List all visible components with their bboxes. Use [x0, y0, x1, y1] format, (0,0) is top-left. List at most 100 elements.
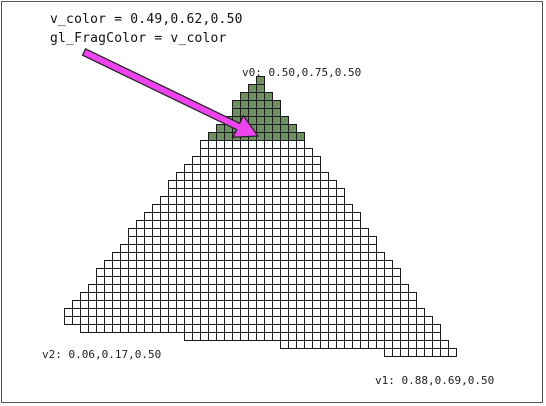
fragment-cell: [288, 148, 297, 157]
fragment-cell: [272, 188, 281, 197]
fragment-cell: [232, 196, 241, 205]
shaded-fragment: [216, 132, 225, 141]
fragment-cell: [320, 204, 329, 213]
fragment-cell: [176, 284, 185, 293]
fragment-cell: [120, 300, 129, 309]
fragment-cell: [160, 220, 169, 229]
fragment-cell: [256, 284, 265, 293]
fragment-cell: [296, 156, 305, 165]
fragment-cell: [216, 268, 225, 277]
fragment-cell: [344, 276, 353, 285]
shaded-fragment: [256, 100, 265, 109]
fragment-cell: [336, 244, 345, 253]
fragment-cell: [328, 276, 337, 285]
fragment-cell: [240, 252, 249, 261]
fragment-cell: [96, 276, 105, 285]
fragment-cell: [128, 244, 137, 253]
fragment-cell: [288, 220, 297, 229]
fragment-cell: [256, 180, 265, 189]
shaded-fragment: [224, 132, 233, 141]
fragment-cell: [296, 252, 305, 261]
fragment-cell: [320, 188, 329, 197]
fragment-cell: [416, 348, 425, 357]
fragment-cell: [192, 268, 201, 277]
fragment-cell: [192, 228, 201, 237]
fragment-cell: [320, 268, 329, 277]
fragment-cell: [264, 268, 273, 277]
fragment-cell: [104, 316, 113, 325]
fragment-cell: [112, 284, 121, 293]
fragment-cell: [328, 196, 337, 205]
shaded-fragment: [240, 108, 249, 117]
fragment-cell: [104, 260, 113, 269]
fragment-cell: [280, 220, 289, 229]
fragment-cell: [168, 228, 177, 237]
fragment-cell: [176, 236, 185, 245]
fragment-cell: [288, 228, 297, 237]
fragment-cell: [168, 316, 177, 325]
fragment-cell: [112, 260, 121, 269]
fragment-cell: [312, 196, 321, 205]
fragment-cell: [144, 228, 153, 237]
fragment-cell: [224, 324, 233, 333]
fragment-cell: [304, 244, 313, 253]
fragment-cell: [256, 316, 265, 325]
fragment-cell: [88, 292, 97, 301]
fragment-cell: [304, 340, 313, 349]
fragment-cell: [232, 276, 241, 285]
fragment-cell: [304, 196, 313, 205]
fragment-cell: [376, 252, 385, 261]
fragment-cell: [248, 332, 257, 341]
fragment-cell: [128, 324, 137, 333]
fragment-cell: [232, 148, 241, 157]
fragment-cell: [424, 332, 433, 341]
fragment-cell: [328, 308, 337, 317]
fragment-cell: [264, 220, 273, 229]
fragment-cell: [88, 316, 97, 325]
fragment-cell: [280, 332, 289, 341]
fragment-cell: [280, 140, 289, 149]
fragment-cell: [256, 324, 265, 333]
fragment-cell: [120, 260, 129, 269]
fragment-cell: [288, 268, 297, 277]
fragment-cell: [152, 268, 161, 277]
fragment-cell: [152, 300, 161, 309]
fragment-cell: [272, 148, 281, 157]
fragment-cell: [96, 284, 105, 293]
fragment-cell: [200, 180, 209, 189]
fragment-cell: [216, 172, 225, 181]
fragment-cell: [272, 164, 281, 173]
fragment-cell: [280, 276, 289, 285]
fragment-cell: [168, 244, 177, 253]
fragment-cell: [368, 292, 377, 301]
fragment-cell: [352, 252, 361, 261]
fragment-cell: [376, 316, 385, 325]
fragment-cell: [296, 212, 305, 221]
fragment-cell: [376, 260, 385, 269]
fragment-cell: [296, 276, 305, 285]
fragment-cell: [216, 148, 225, 157]
fragment-cell: [320, 196, 329, 205]
fragment-cell: [128, 260, 137, 269]
fragment-cell: [160, 268, 169, 277]
fragment-cell: [288, 252, 297, 261]
fragment-cell: [408, 316, 417, 325]
fragment-cell: [288, 244, 297, 253]
fragment-cell: [240, 316, 249, 325]
fragment-cell: [176, 316, 185, 325]
fragment-cell: [336, 292, 345, 301]
fragment-cell: [432, 332, 441, 341]
fragment-cell: [176, 308, 185, 317]
fragment-cell: [248, 212, 257, 221]
fragment-cell: [80, 324, 89, 333]
fragment-cell: [320, 300, 329, 309]
fragment-cell: [128, 300, 137, 309]
fragment-cell: [408, 308, 417, 317]
fragment-cell: [224, 268, 233, 277]
vertex-v2-label: v2: 0.06,0.17,0.50: [42, 348, 162, 361]
fragment-cell: [352, 308, 361, 317]
fragment-cell: [128, 284, 137, 293]
fragment-cell: [248, 140, 257, 149]
fragment-cell: [248, 268, 257, 277]
fragment-cell: [384, 332, 393, 341]
